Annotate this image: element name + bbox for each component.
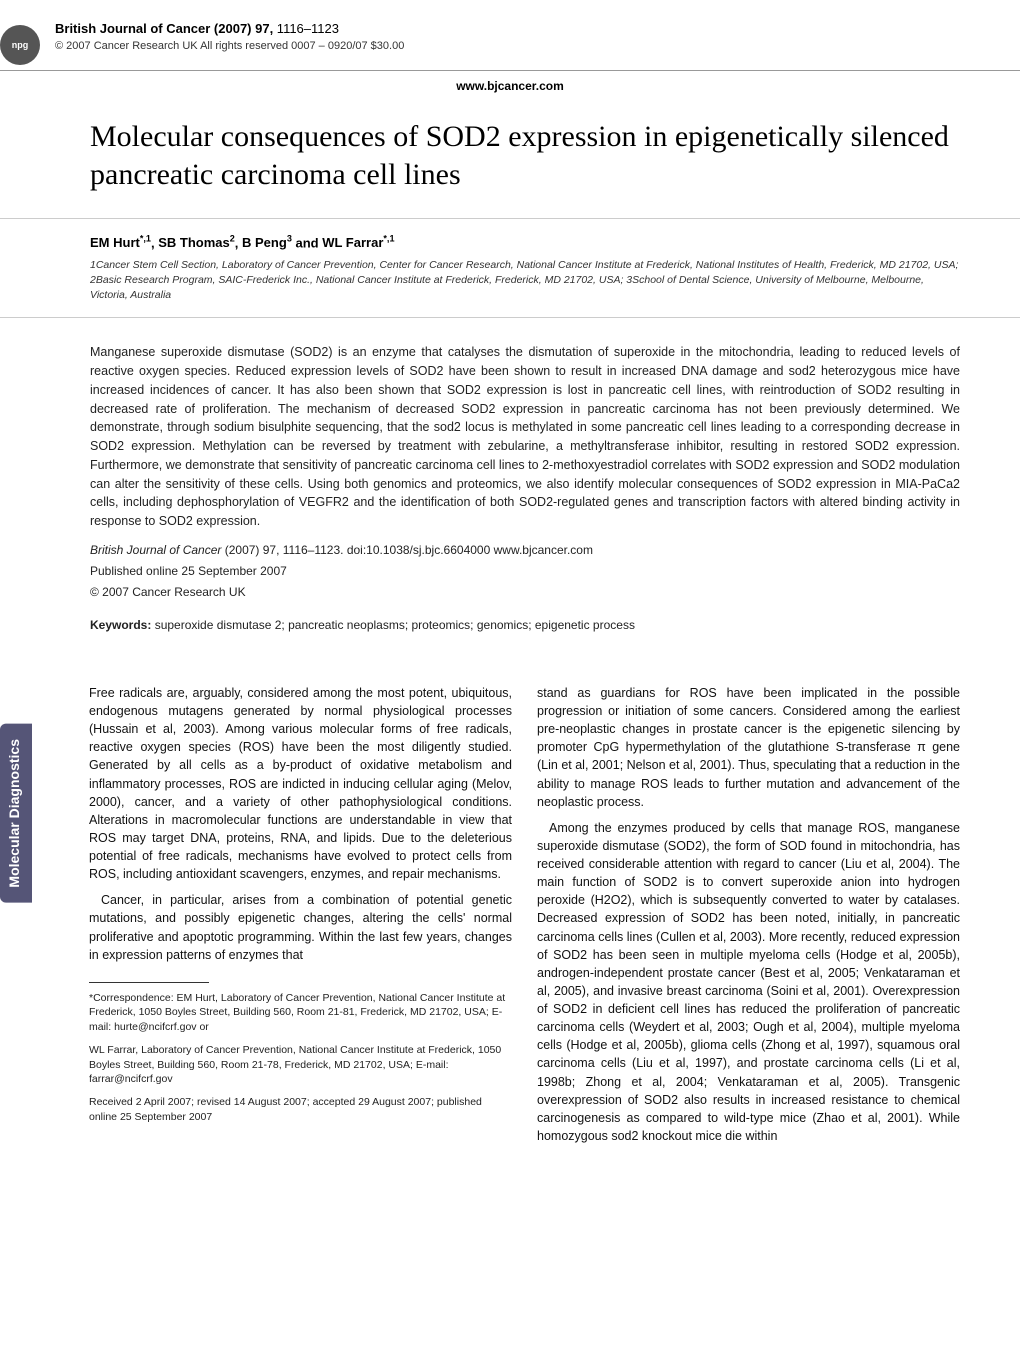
keywords-line: Keywords: superoxide dismutase 2; pancre…: [90, 616, 960, 634]
correspondence-footnote: *Correspondence: EM Hurt, Laboratory of …: [89, 991, 512, 1035]
column-left: Free radicals are, arguably, considered …: [89, 684, 512, 1153]
text-columns: Free radicals are, arguably, considered …: [89, 684, 960, 1153]
keywords-label: Keywords:: [90, 618, 151, 632]
footnote-separator: [89, 982, 209, 983]
body-paragraph: Free radicals are, arguably, considered …: [89, 684, 512, 883]
author: SB Thomas2: [158, 235, 235, 250]
dates-footnote: Received 2 April 2007; revised 14 August…: [89, 1095, 512, 1124]
citation: British Journal of Cancer (2007) 97, 111…: [90, 541, 960, 559]
abstract-block: Manganese superoxide dismutase (SOD2) is…: [0, 318, 1020, 649]
body-paragraph: Cancer, in particular, arises from a com…: [89, 891, 512, 964]
authors-line: EM Hurt*,1, SB Thomas2, B Peng3 and WL F…: [90, 234, 960, 250]
journal-meta: British Journal of Cancer (2007) 97, 111…: [55, 20, 1020, 52]
correspondence-footnote: WL Farrar, Laboratory of Cancer Preventi…: [89, 1043, 512, 1087]
journal-header: npg British Journal of Cancer (2007) 97,…: [0, 0, 1020, 71]
journal-copyright: © 2007 Cancer Research UK All rights res…: [55, 40, 1020, 52]
affiliations: 1Cancer Stem Cell Section, Laboratory of…: [90, 258, 960, 302]
journal-pages: 1116–1123: [273, 21, 339, 36]
citation-rest: (2007) 97, 1116–1123. doi:10.1038/sj.bjc…: [221, 543, 593, 557]
body-paragraph: Among the enzymes produced by cells that…: [537, 819, 960, 1145]
title-block: Molecular consequences of SOD2 expressio…: [0, 118, 1020, 218]
npg-logo: npg: [0, 25, 40, 65]
published-online: Published online 25 September 2007: [90, 562, 960, 580]
abstract-text: Manganese superoxide dismutase (SOD2) is…: [90, 343, 960, 531]
journal-url[interactable]: www.bjcancer.com: [0, 79, 1020, 93]
abstract-copyright: © 2007 Cancer Research UK: [90, 583, 960, 601]
author: WL Farrar*,1: [322, 235, 394, 250]
section-tab: Molecular Diagnostics: [0, 724, 32, 903]
body-wrapper: Molecular Diagnostics Free radicals are,…: [0, 649, 1020, 1173]
keywords-values: superoxide dismutase 2; pancreatic neopl…: [151, 618, 635, 632]
citation-journal: British Journal of Cancer: [90, 543, 221, 557]
authors-block: EM Hurt*,1, SB Thomas2, B Peng3 and WL F…: [0, 218, 1020, 318]
body-paragraph: stand as guardians for ROS have been imp…: [537, 684, 960, 811]
author: B Peng3: [242, 235, 292, 250]
author: EM Hurt*,1: [90, 235, 151, 250]
journal-title: British Journal of Cancer (2007) 97,: [55, 21, 273, 36]
column-right: stand as guardians for ROS have been imp…: [537, 684, 960, 1153]
article-title: Molecular consequences of SOD2 expressio…: [90, 118, 960, 193]
